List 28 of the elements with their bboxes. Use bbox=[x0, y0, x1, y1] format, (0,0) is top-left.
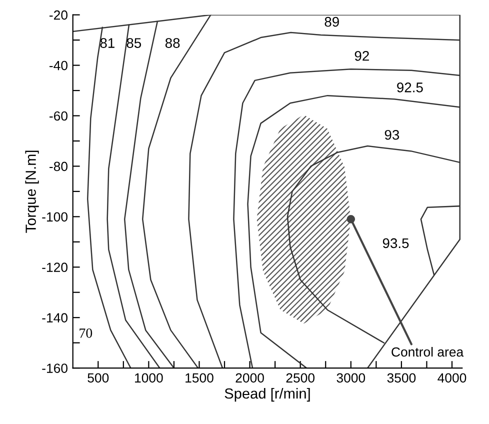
annotation: 89 bbox=[324, 16, 339, 27]
annotation: Control area bbox=[392, 346, 464, 357]
x-tick-label: 1500 bbox=[186, 373, 214, 383]
x-tick-label: 3500 bbox=[387, 373, 416, 383]
annotation: 85 bbox=[126, 38, 142, 48]
x-tick-label: 2000 bbox=[236, 373, 264, 383]
annotation: 93.5 bbox=[382, 238, 409, 248]
x-axis-title: Spead [r/min] bbox=[224, 388, 310, 402]
y-tick-label: -20 bbox=[50, 10, 68, 20]
annotation: 92 bbox=[354, 50, 369, 61]
annotation: 70 bbox=[80, 328, 92, 338]
annotation: 92.5 bbox=[397, 82, 423, 92]
y-tick-label: -100 bbox=[42, 212, 68, 222]
x-tick-label: 4000 bbox=[438, 373, 466, 383]
annotation: 88 bbox=[165, 38, 180, 48]
annotation: 93 bbox=[384, 130, 400, 140]
x-tick-label: 2500 bbox=[286, 373, 315, 383]
y-tick-label: -140 bbox=[42, 313, 68, 322]
y-tick-label: -80 bbox=[50, 162, 68, 172]
y-tick-label: -120 bbox=[42, 262, 68, 272]
annotation: 81 bbox=[100, 38, 114, 48]
x-tick-label: 500 bbox=[88, 373, 109, 383]
y-axis-title: Torque [N.m] bbox=[25, 150, 39, 233]
x-tick-label: 1000 bbox=[135, 373, 163, 383]
y-tick-label: -160 bbox=[42, 364, 68, 373]
y-tick-label: -60 bbox=[50, 111, 68, 121]
y-tick-label: -40 bbox=[50, 60, 68, 70]
x-tick-label: 3000 bbox=[336, 373, 366, 383]
